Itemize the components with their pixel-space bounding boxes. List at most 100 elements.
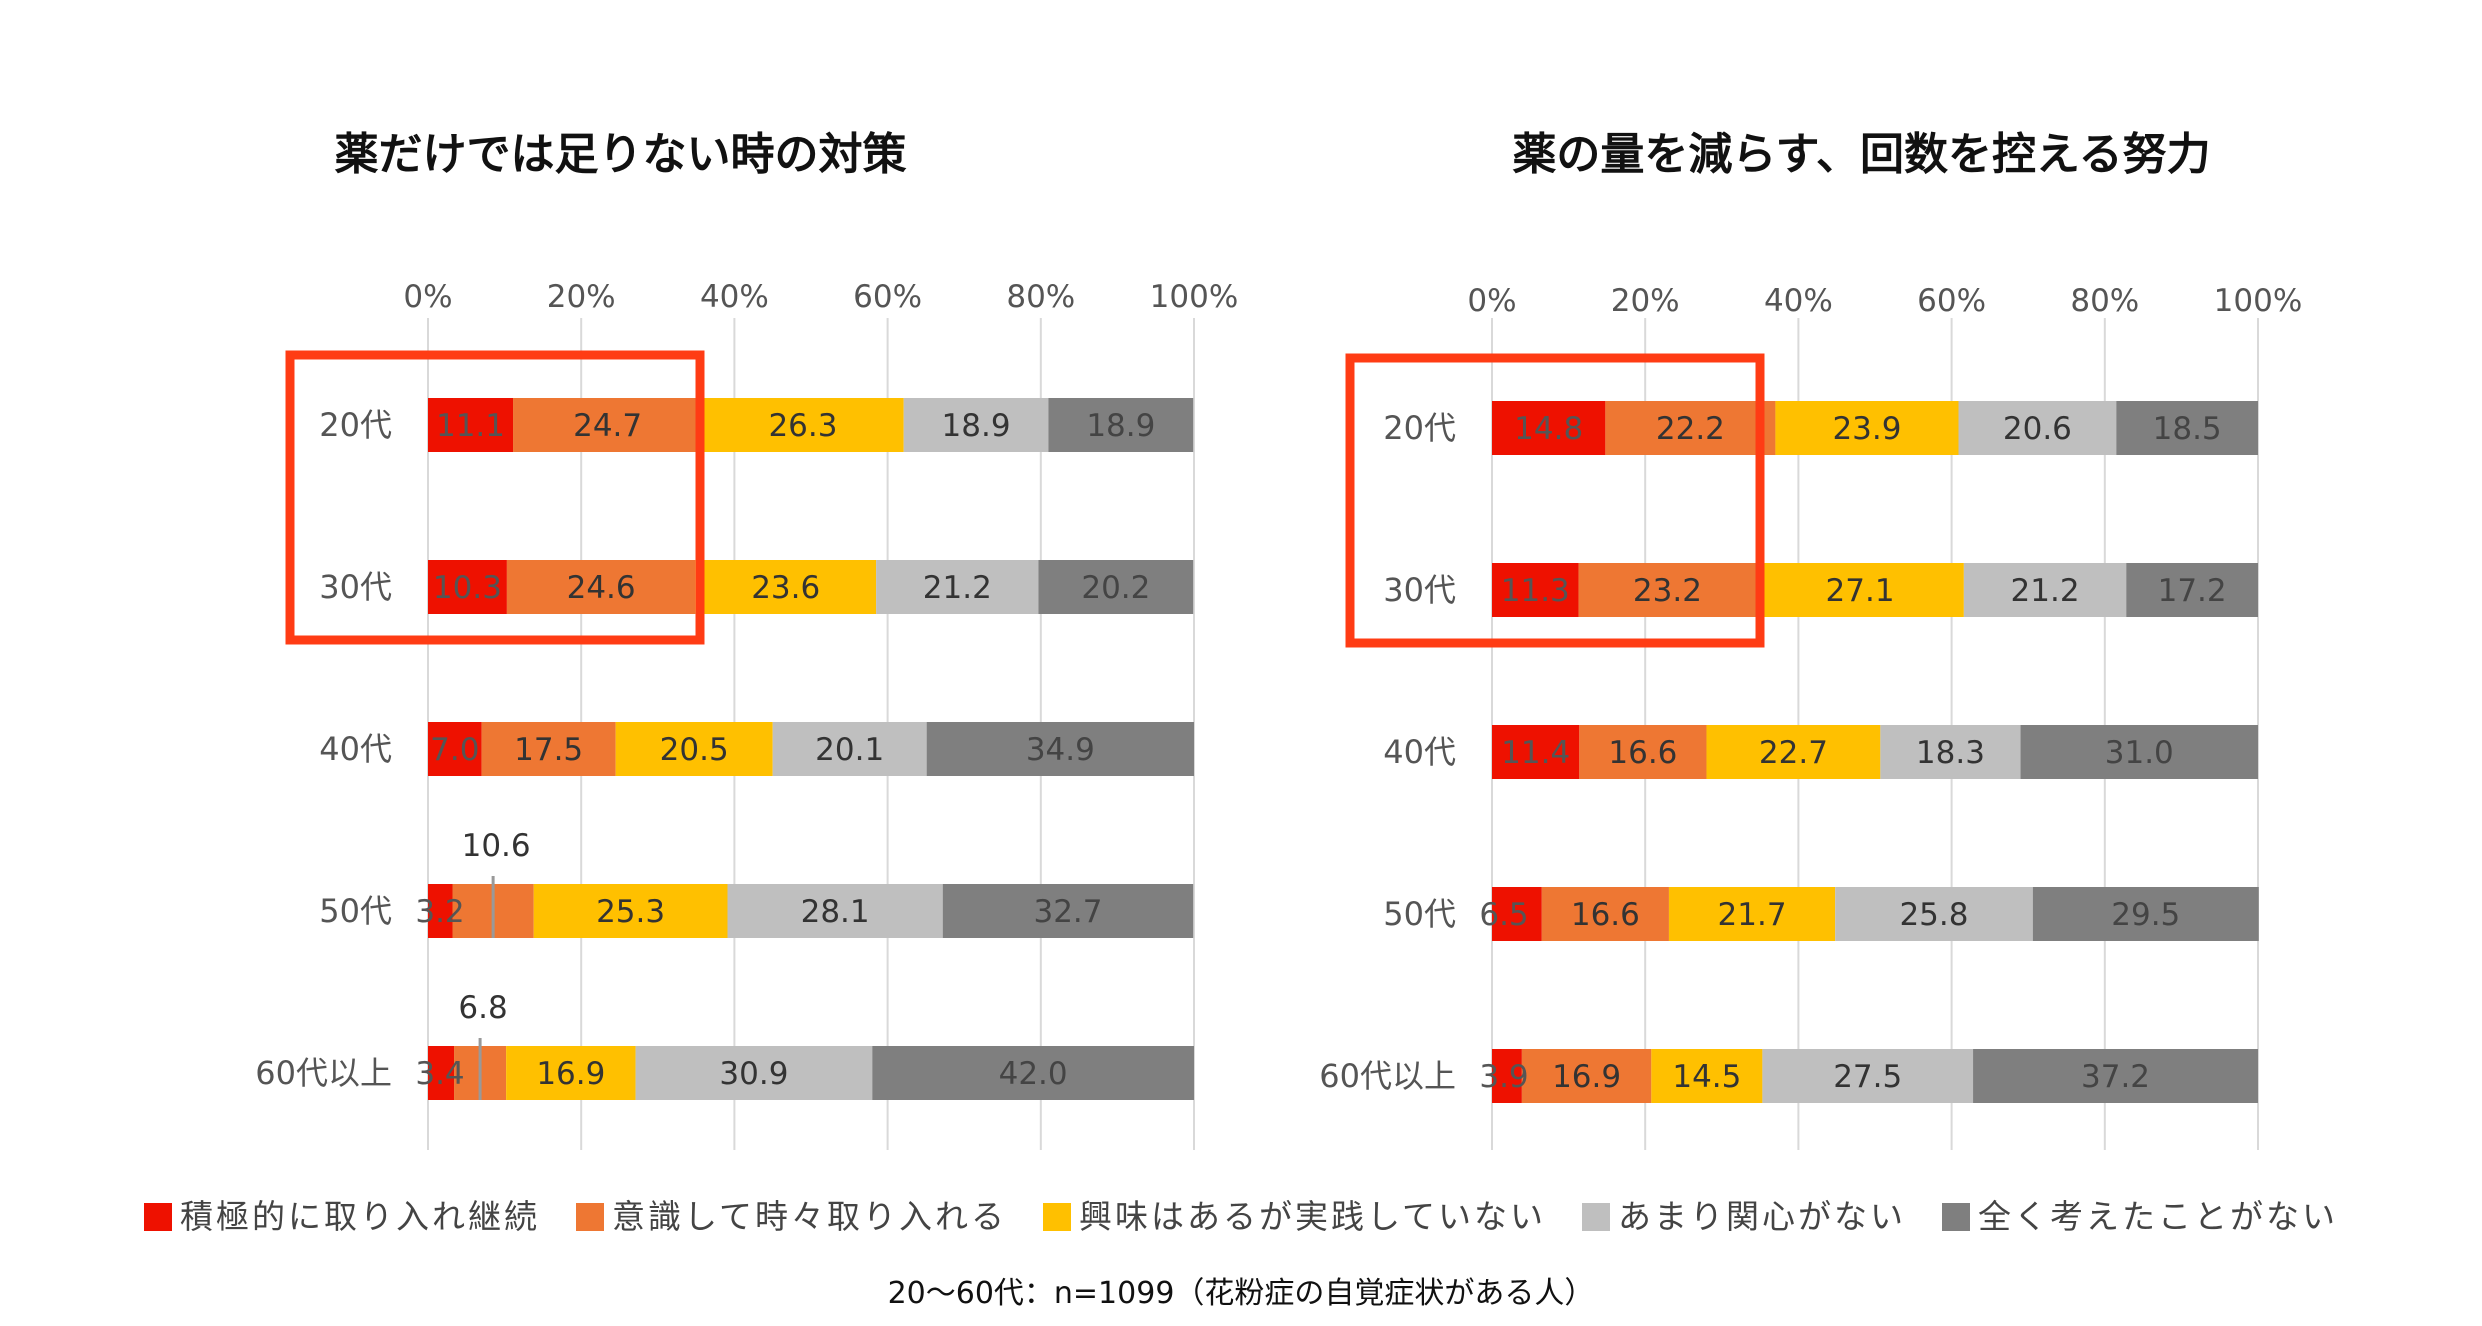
x-tick-label: 80% — [2070, 283, 2139, 319]
x-tick-label: 0% — [1467, 283, 1516, 319]
data-label: 42.0 — [999, 1056, 1068, 1092]
legend: 積極的に取り入れ継続 意識して時々取り入れる 興味はあるが実践していない あまり関心が… — [0, 1190, 2482, 1238]
chart-title: 薬の量を減らす、回数を控える努力 — [1512, 129, 2211, 180]
data-label: 16.9 — [536, 1056, 605, 1092]
data-label: 6.5 — [1479, 897, 1528, 933]
category-label: 60代以上 — [1319, 1057, 1456, 1095]
bar-segment — [1706, 725, 1881, 779]
legend-label: 積極的に取り入れ継続 — [179, 1197, 540, 1236]
data-label: 20.2 — [1081, 570, 1150, 606]
legend-swatch — [143, 1203, 172, 1231]
data-label: 34.9 — [1026, 732, 1095, 768]
category-label: 50代 — [1383, 895, 1456, 933]
data-label: 24.6 — [567, 570, 636, 606]
x-tick-label: 60% — [853, 279, 922, 315]
x-tick-label: 20% — [1611, 283, 1680, 319]
sample-note: 20〜60代：n=1099（花粉症の自覚症状がある人） — [887, 1276, 1595, 1311]
bar-segment — [506, 1046, 636, 1100]
data-label: 17.2 — [2158, 573, 2227, 609]
bar-segment — [428, 1046, 455, 1100]
data-label: 11.1 — [436, 408, 505, 444]
legend-label: 全く考えたことがない — [1978, 1197, 2339, 1236]
data-label: 23.2 — [1633, 573, 1702, 609]
data-label: 24.7 — [573, 408, 642, 444]
x-tick-label: 0% — [403, 279, 452, 315]
data-label: 20.5 — [660, 732, 729, 768]
bar-segment — [772, 722, 927, 776]
data-label: 18.5 — [2153, 411, 2222, 447]
data-label: 16.6 — [1571, 897, 1640, 933]
bar-segment — [1492, 725, 1580, 779]
x-tick-label: 40% — [1764, 283, 1833, 319]
x-tick-label: 20% — [547, 279, 616, 315]
data-label: 23.6 — [751, 570, 820, 606]
bar-segment — [1973, 1049, 2258, 1103]
data-label: 22.2 — [1656, 411, 1725, 447]
data-label: 3.9 — [1479, 1059, 1528, 1095]
bar-segment — [1963, 563, 2127, 617]
data-label: 21.2 — [2011, 573, 2080, 609]
category-label: 20代 — [319, 406, 392, 444]
bar-segment — [615, 722, 773, 776]
bar-segment — [635, 1046, 873, 1100]
bar-segment — [702, 398, 904, 452]
data-label: 25.8 — [1899, 897, 1968, 933]
bar-segment — [942, 884, 1194, 938]
bar-segment — [876, 560, 1039, 614]
data-label: 10.3 — [433, 570, 502, 606]
data-label: 26.3 — [768, 408, 837, 444]
data-label: 27.1 — [1826, 573, 1895, 609]
bar-segment — [1038, 560, 1194, 614]
chart-plot: 0% 20% 40% 60% 80% 100% 20代 14.8 22.2 23.9 20.6 18.… — [1319, 283, 2302, 1150]
data-label: 27.5 — [1833, 1059, 1902, 1095]
data-label: 18.9 — [942, 408, 1011, 444]
category-label: 20代 — [1383, 409, 1456, 447]
chart-right: 薬の量を減らす、回数を控える努力 0% 20% 40% 60% 80% 100% 20代 14… — [1241, 0, 2482, 1160]
chart-left: 薬だけでは足りない時の対策 0% 20% 40% 60% 80% 100% 20代 11.1 2… — [0, 0, 1241, 1160]
bar-segment — [926, 722, 1194, 776]
data-label: 20.6 — [2003, 411, 2072, 447]
bar-segment — [1668, 887, 1836, 941]
data-label: 3.2 — [415, 894, 464, 930]
bar-segment — [2126, 563, 2258, 617]
data-label: 14.8 — [1514, 411, 1583, 447]
category-label: 30代 — [1383, 571, 1456, 609]
legend-swatch — [1043, 1203, 1071, 1231]
bar-segment — [1958, 401, 2117, 455]
x-tick-label: 40% — [700, 279, 769, 315]
chart-title: 薬だけでは足りない時の対策 — [334, 129, 907, 180]
data-label: 16.6 — [1608, 735, 1677, 771]
bar-segment — [481, 722, 616, 776]
legend-swatch — [575, 1203, 604, 1231]
bar-segment — [1541, 887, 1669, 941]
x-tick-label: 60% — [1917, 283, 1986, 319]
data-label: 21.2 — [923, 570, 992, 606]
legend-label: あまり関心がない — [1618, 1197, 1907, 1236]
bar-segment — [1048, 398, 1194, 452]
bar-segment — [1651, 1049, 1763, 1103]
data-label: 30.9 — [719, 1056, 788, 1092]
data-label: 32.7 — [1033, 894, 1102, 930]
bar-segment — [1605, 401, 1776, 455]
bar-segment — [2032, 887, 2259, 941]
bar-segment — [1756, 563, 1964, 617]
data-label: 14.5 — [1672, 1059, 1741, 1095]
highlight-box — [1345, 353, 1765, 648]
data-label: 25.3 — [596, 894, 665, 930]
data-label: 7.0 — [430, 732, 479, 768]
legend-item: 積極的に取り入れ継続 — [143, 1190, 540, 1238]
bar-segment — [2020, 725, 2258, 779]
bar-segment — [1492, 563, 1579, 617]
bar-segment — [695, 560, 877, 614]
data-label: 17.5 — [514, 732, 583, 768]
legend-item: 意識して時々取り入れる — [575, 1190, 1007, 1238]
category-label: 30代 — [319, 568, 392, 606]
bar-segment — [428, 398, 514, 452]
bar-segment — [2116, 401, 2258, 455]
data-label: 11.3 — [1501, 573, 1570, 609]
legend-label: 興味はあるが実践していない — [1079, 1197, 1547, 1236]
x-tick-label: 80% — [1006, 279, 1075, 315]
category-label: 40代 — [319, 730, 392, 768]
data-label: 16.9 — [1552, 1059, 1621, 1095]
bar-segment — [1775, 401, 1959, 455]
